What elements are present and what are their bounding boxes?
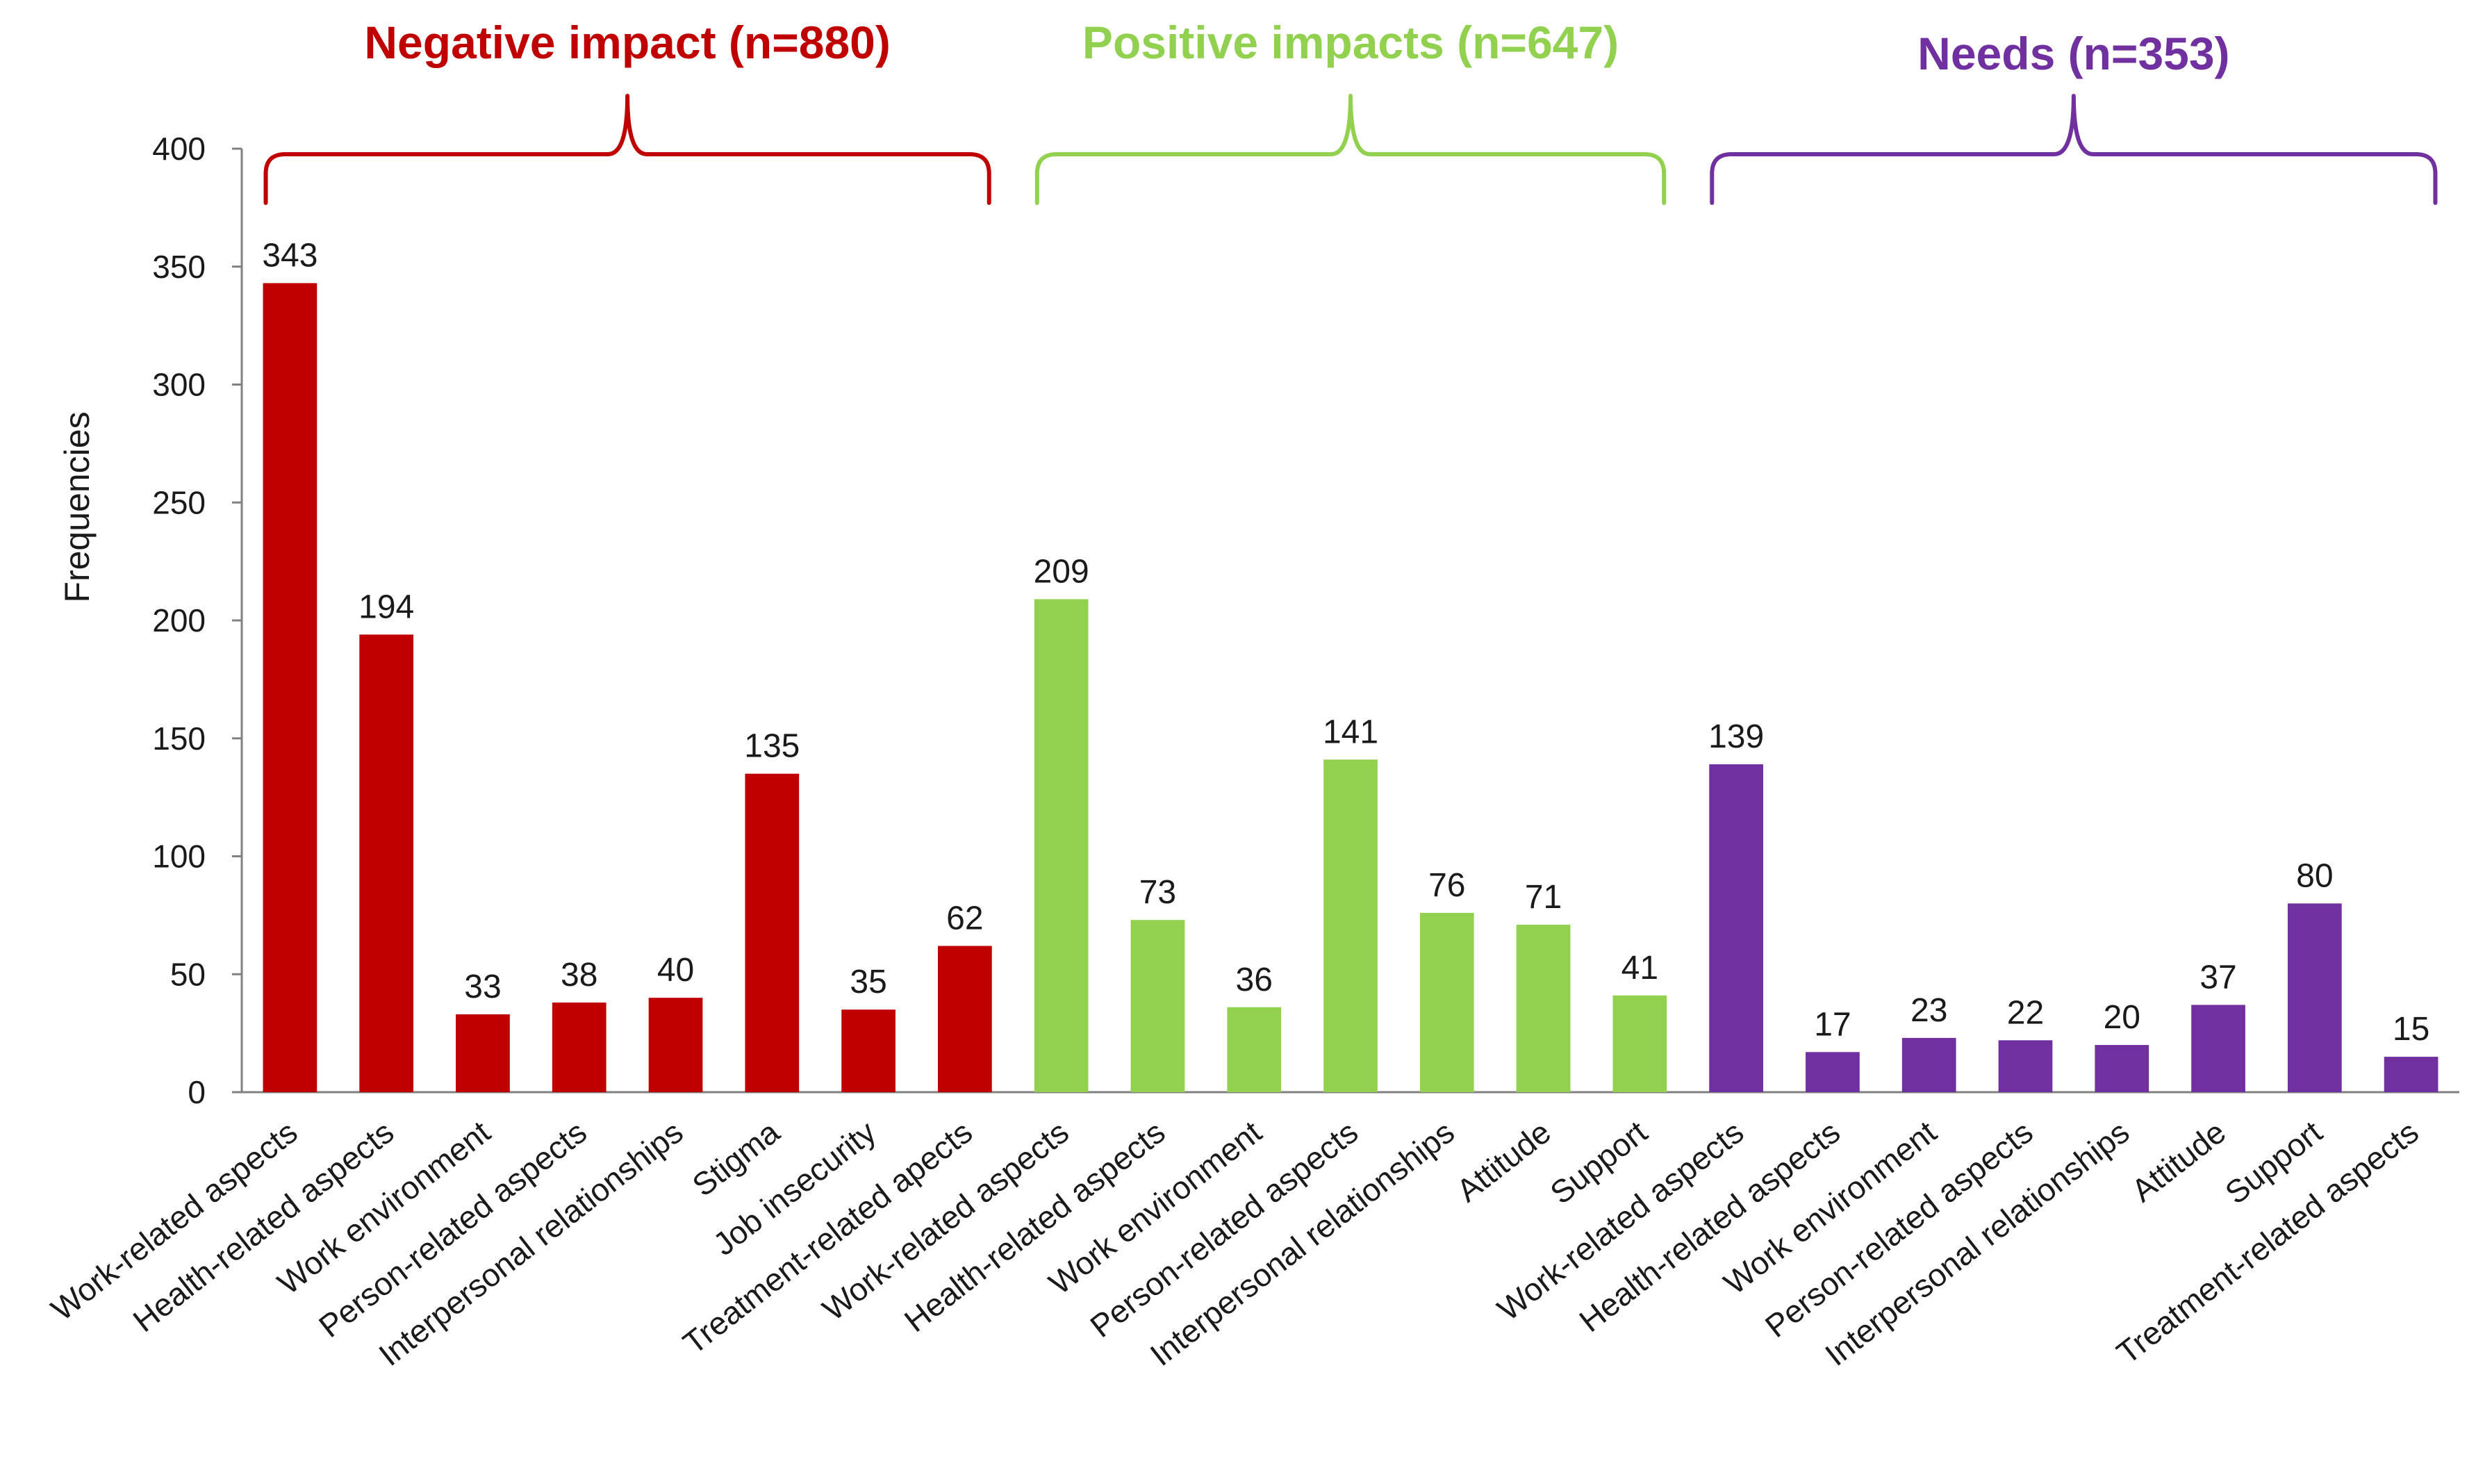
data-label: 76 xyxy=(1428,867,1465,904)
data-label: 20 xyxy=(2104,999,2140,1036)
y-axis-title: Frequencies xyxy=(58,411,97,602)
bar xyxy=(1806,1052,1860,1092)
y-tick-label: 300 xyxy=(152,367,206,403)
data-label: 135 xyxy=(744,728,800,765)
group-title: Needs (n=353) xyxy=(1917,28,2229,79)
bar xyxy=(263,283,317,1092)
x-tick-label: Attitude xyxy=(2124,1114,2232,1209)
data-label: 73 xyxy=(1139,874,1176,911)
bar xyxy=(745,773,800,1092)
data-label: 343 xyxy=(262,238,317,274)
bars xyxy=(263,283,2438,1092)
data-label: 71 xyxy=(1525,879,1562,916)
y-tick-label: 350 xyxy=(152,249,206,285)
data-label: 139 xyxy=(1708,718,1764,755)
y-tick-label: 150 xyxy=(152,720,206,757)
data-label: 37 xyxy=(2199,959,2236,996)
bar xyxy=(2384,1057,2438,1092)
data-label: 33 xyxy=(464,968,501,1005)
data-label: 22 xyxy=(2007,994,2044,1031)
data-label: 35 xyxy=(850,964,886,1000)
value-labels: 343 194 33 38 40 135 35 62 209 73 36 141 76 71 41 139 17… xyxy=(262,238,2429,1048)
data-label: 194 xyxy=(358,588,414,625)
data-label: 80 xyxy=(2296,857,2333,894)
bar xyxy=(1901,1037,1956,1092)
group-brackets: Negative impact (n=880) Positive impacts … xyxy=(263,17,2438,205)
bar xyxy=(1034,599,1089,1092)
data-label: 38 xyxy=(561,957,597,994)
data-label: 141 xyxy=(1323,714,1378,750)
data-label: 209 xyxy=(1034,553,1089,590)
bar xyxy=(1612,995,1667,1092)
y-tick-label: 200 xyxy=(152,602,206,638)
data-label: 23 xyxy=(1910,992,1947,1029)
y-tick-label: 400 xyxy=(152,131,206,167)
data-label: 36 xyxy=(1236,962,1273,998)
y-tick-label: 250 xyxy=(152,484,206,520)
bar xyxy=(1998,1040,2053,1092)
bar xyxy=(841,1009,896,1092)
bar xyxy=(1516,924,1571,1092)
group-title: Negative impact (n=880) xyxy=(364,17,890,68)
y-tick-label: 100 xyxy=(152,839,206,875)
bar xyxy=(552,1002,606,1092)
bar xyxy=(456,1014,510,1092)
group-bracket xyxy=(263,94,991,205)
data-label: 62 xyxy=(946,900,983,937)
group-bracket xyxy=(1034,94,1667,205)
data-label: 15 xyxy=(2393,1011,2429,1048)
data-label: 40 xyxy=(657,952,694,989)
bar xyxy=(2287,903,2342,1092)
group-title: Positive impacts (n=647) xyxy=(1082,17,1619,68)
data-label: 17 xyxy=(1814,1006,1851,1043)
y-tick-label: 0 xyxy=(188,1074,206,1110)
bar xyxy=(1130,920,1185,1092)
bar xyxy=(1709,764,1763,1092)
group-bracket xyxy=(1710,94,2438,205)
bar xyxy=(1227,1007,1282,1092)
bar xyxy=(648,998,703,1092)
data-label: 41 xyxy=(1621,950,1658,987)
bar xyxy=(1323,759,1378,1092)
bar xyxy=(1419,912,1474,1092)
y-tick-label: 50 xyxy=(170,956,206,992)
bar xyxy=(938,946,992,1092)
bar xyxy=(2191,1005,2245,1092)
bar xyxy=(2095,1045,2149,1092)
x-tick-label: Attitude xyxy=(1450,1114,1558,1209)
axes: 0 50 100 150 200 250 300 350 400 xyxy=(152,131,2459,1110)
bar xyxy=(359,634,414,1092)
